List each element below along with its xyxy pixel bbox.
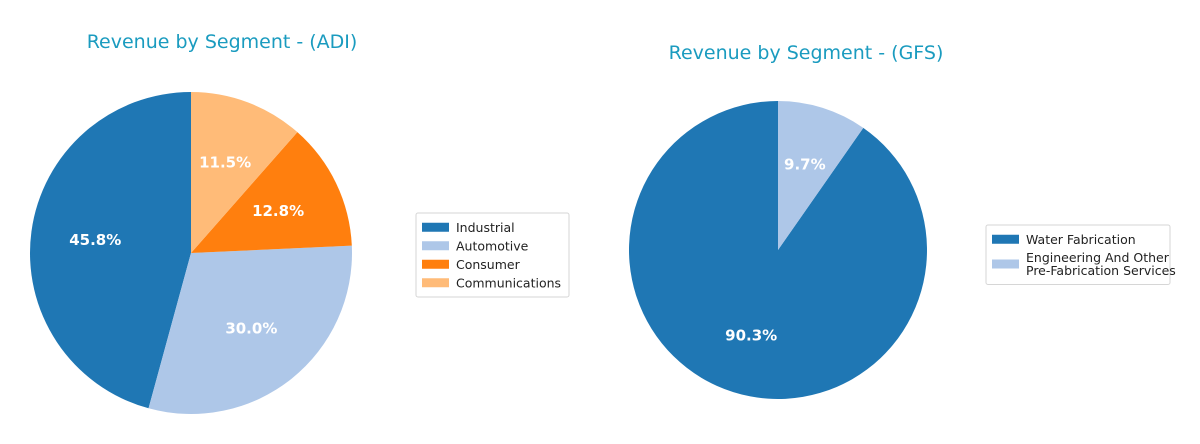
gfs-legend-label-engineering-and-other-pre-fabrication-services: Engineering And Other Pre-Fabrication Ser… xyxy=(1026,250,1176,278)
adi-legend: Industrial Automotive Consumer Communicatio… xyxy=(415,212,570,298)
adi-legend-label-communications: Communications xyxy=(456,275,561,290)
gfs-slice-engineering-and-other-pre-fabrication-services xyxy=(778,101,864,250)
adi-slice-automotive xyxy=(148,245,352,415)
gfs-legend-swatch-engineering-and-other-pre-fabrication-services xyxy=(992,259,1019,269)
gfs-legend-swatch-water-fabrication xyxy=(992,234,1019,244)
gfs-legend-label-water-fabrication: Water Fabrication xyxy=(1026,232,1136,247)
gfs-legend-frame xyxy=(985,224,1171,285)
adi-legend-label-automotive: Automotive xyxy=(456,238,529,253)
adi-pie-chart: Revenue by Segment - (ADI) 45.8% 30.0% 12.… xyxy=(29,31,570,415)
adi-legend-swatch-consumer xyxy=(422,259,449,269)
adi-slice-label-consumer: 12.8% xyxy=(252,202,304,220)
adi-legend-label-industrial: Industrial xyxy=(456,220,515,235)
adi-legend-frame xyxy=(415,212,570,298)
adi-slice-label-communications: 11.5% xyxy=(199,154,251,172)
adi-slice-label-automotive: 30.0% xyxy=(225,319,277,337)
adi-slices xyxy=(29,92,352,415)
gfs-slice-label-water-fabrication: 90.3% xyxy=(725,326,777,344)
adi-slice-consumer xyxy=(191,132,352,253)
gfs-slices xyxy=(628,100,927,400)
gfs-pie-chart: Revenue by Segment - (GFS) 90.3% 9.7% Wat… xyxy=(628,42,1176,400)
adi-slice-label-industrial: 45.8% xyxy=(69,231,121,249)
gfs-chart-title: Revenue by Segment - (GFS) xyxy=(669,42,944,64)
adi-chart-title: Revenue by Segment - (ADI) xyxy=(87,31,358,53)
adi-slice-industrial xyxy=(29,92,191,409)
adi-legend-swatch-automotive xyxy=(422,241,449,251)
gfs-slice-labels: 90.3% 9.7% xyxy=(725,156,825,345)
adi-slice-labels: 45.8% 30.0% 12.8% 11.5% xyxy=(69,154,304,338)
adi-legend-swatch-industrial xyxy=(422,222,449,232)
adi-legend-swatch-communications xyxy=(422,278,449,288)
gfs-slice-label-engineering-and-other-pre-fabrication-services: 9.7% xyxy=(784,156,826,174)
gfs-slice-water-fabrication xyxy=(628,100,927,400)
adi-slice-communications xyxy=(191,92,298,253)
gfs-legend: Water Fabrication Engineering And Other Pr… xyxy=(985,224,1176,285)
adi-legend-label-consumer: Consumer xyxy=(456,257,521,272)
